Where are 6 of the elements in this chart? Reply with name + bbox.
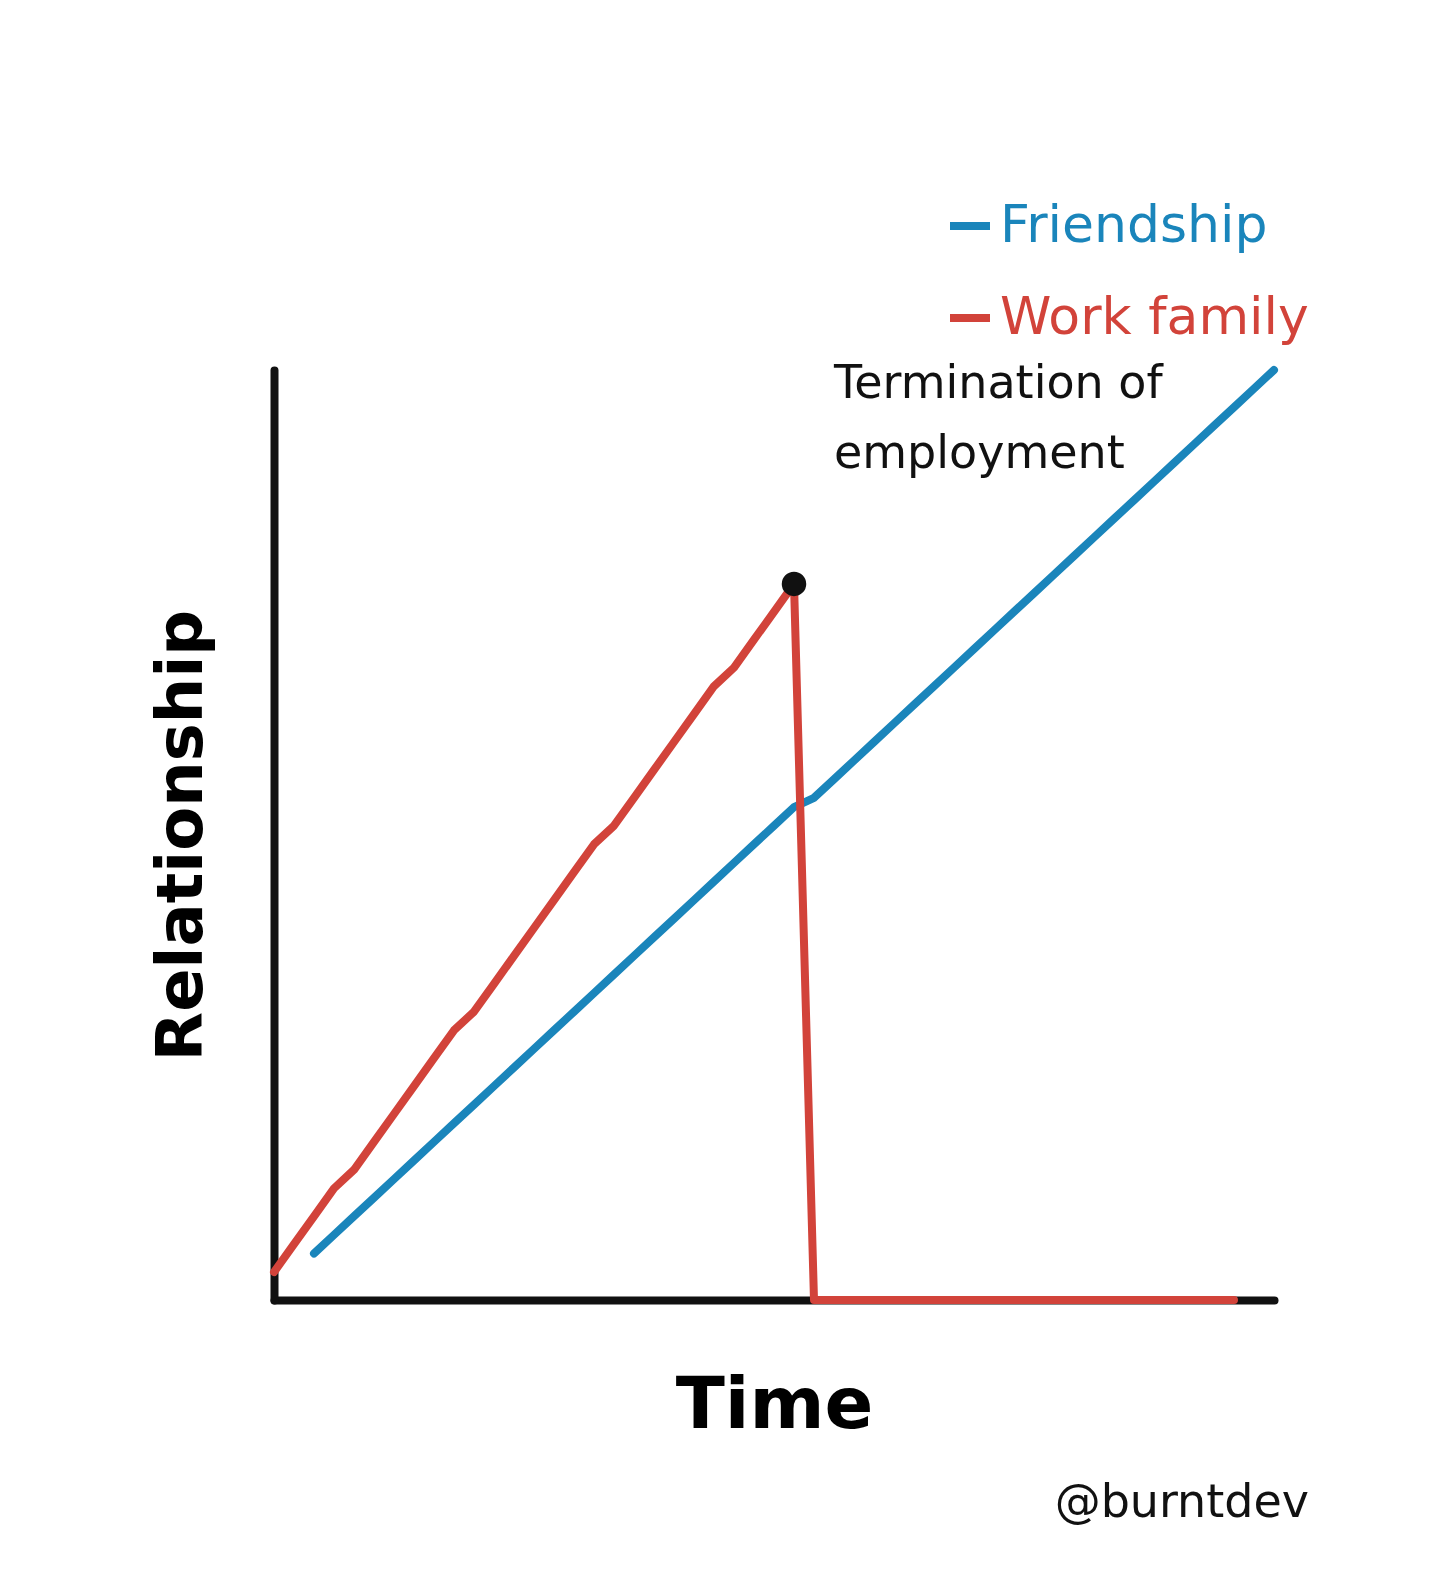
legend-label: Work family xyxy=(1000,286,1309,346)
annotation: Termination of employment xyxy=(833,354,1165,479)
text: @burntdev xyxy=(1054,1474,1309,1528)
x-axis-title: Time xyxy=(675,1360,874,1445)
legend-label: Friendship xyxy=(1000,194,1268,254)
y-axis-title: Relationship xyxy=(142,609,217,1062)
